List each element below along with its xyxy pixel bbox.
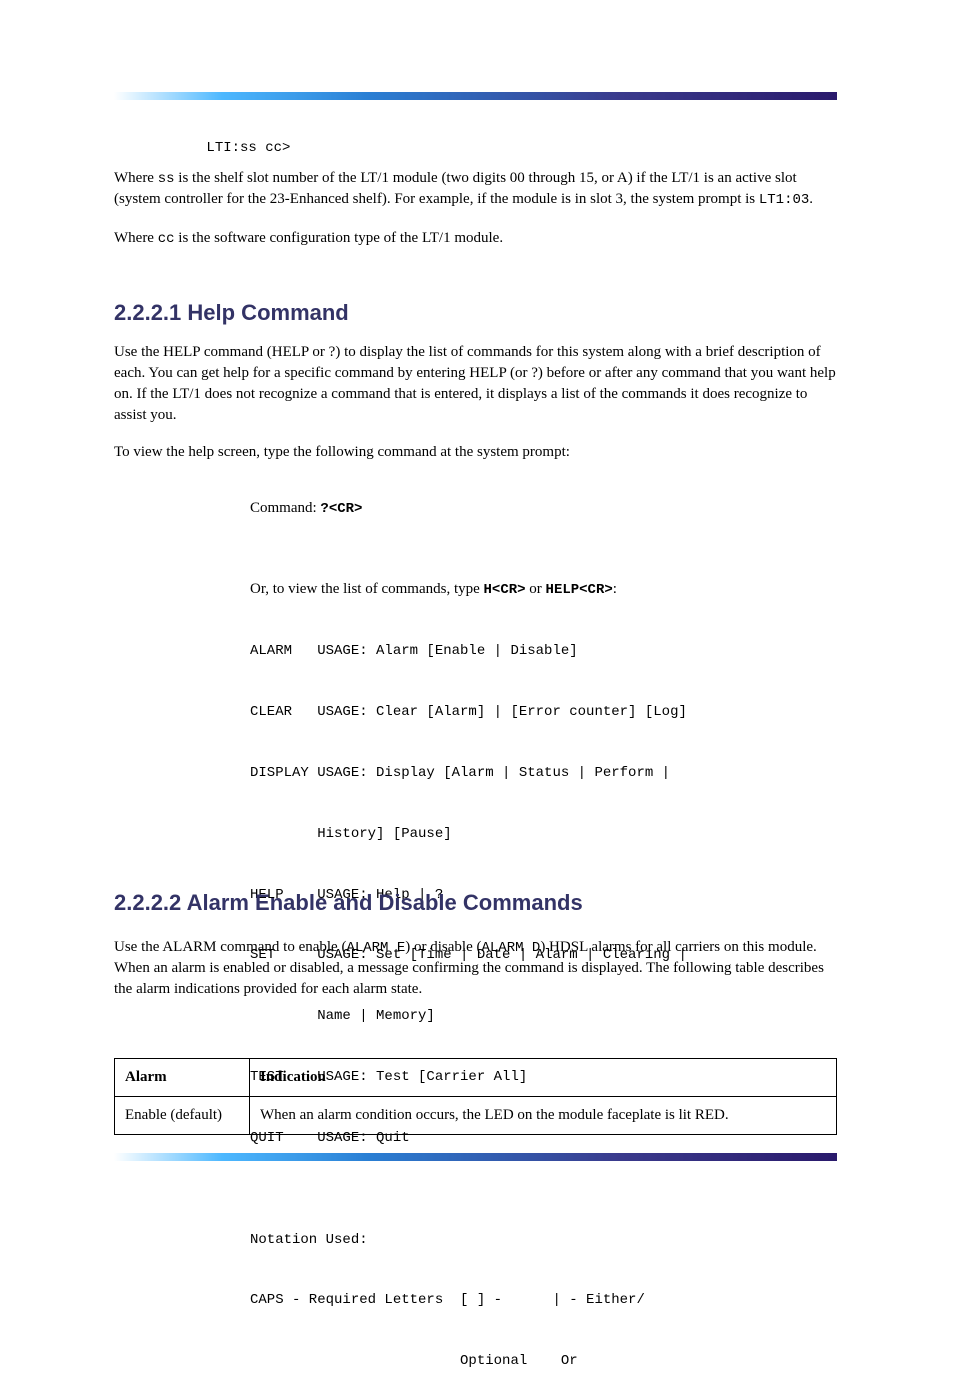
cmd-hcr: H<CR> (484, 582, 526, 598)
cell-alarm-0: Enable (default) (115, 1097, 250, 1135)
alarm-heading-num: 2.2.2.2 (114, 890, 187, 915)
help-paragraph-2: To view the help screen, type the follow… (114, 442, 837, 463)
alarm-cmd1: ALARM E (346, 940, 405, 956)
col-indication: Indication (260, 1069, 326, 1085)
cmd-suffix: : (613, 581, 617, 597)
ss-description: Where ss is the shelf slot number of the… (114, 168, 837, 211)
cmd-helpcr: HELP<CR> (546, 582, 613, 598)
alarm-cmd2: ALARM D (482, 940, 541, 956)
cmd-line-0: ALARM USAGE: Alarm [Enable | Disable] (250, 641, 687, 661)
cmd-line-6: Name | Memory] (250, 1006, 687, 1026)
help-cmd: ?<CR> (320, 501, 362, 517)
top-gradient-bar (114, 92, 837, 100)
cmd-line-1: CLEAR USAGE: Clear [Alarm] | [Error coun… (250, 702, 687, 722)
cmd-line-10: Notation Used: (250, 1230, 687, 1250)
ss-text2: . (809, 191, 813, 207)
alarm-section: 2.2.2.2 Alarm Enable and Disable Command… (114, 888, 837, 1000)
table-header-row: Alarm Indication (115, 1059, 837, 1097)
ss-code: LT1:03 (759, 192, 809, 208)
cmd-intro-line: Or, to view the list of commands, type H… (250, 579, 687, 601)
alarm-table: Alarm Indication Enable (default) When a… (114, 1058, 837, 1135)
alarm-heading: 2.2.2.2 Alarm Enable and Disable Command… (114, 888, 837, 919)
cmd-intro-prefix: Or, to view the list of commands, type (250, 581, 484, 597)
table-header-alarm: Alarm (115, 1059, 250, 1097)
cmd-line-11: CAPS - Required Letters [ ] - | - Either… (250, 1290, 687, 1310)
table-header-indication: Indication (250, 1059, 837, 1097)
help-heading-num: 2.2.2.1 (114, 300, 187, 325)
help-paragraph-1: Use the HELP command (HELP or ?) to disp… (114, 342, 837, 426)
help-heading-title: Help Command (187, 300, 348, 325)
alarm-heading-title: Alarm Enable and Disable Commands (187, 890, 583, 915)
help-command-line: Command: ?<CR> (114, 498, 837, 520)
system-prompt: LTI:ss cc> (114, 138, 290, 158)
help-heading: 2.2.2.1 Help Command (114, 298, 349, 329)
col-alarm: Alarm (125, 1069, 167, 1085)
ss-label: ss (158, 171, 175, 187)
alarm-paragraph: Use the ALARM command to enable (ALARM E… (114, 937, 837, 1000)
alarm-p1-a: Use the ALARM command to enable ( (114, 939, 346, 955)
cc-where: Where (114, 230, 158, 246)
alarm-p1-b: ) or disable ( (405, 939, 481, 955)
table-row: Enable (default) When an alarm condition… (115, 1097, 837, 1135)
cc-label: cc (158, 231, 175, 247)
prompt-text: LTI:ss cc> (206, 140, 290, 156)
cc-text1: is the software configuration type of th… (178, 230, 503, 246)
cell-indication-0: When an alarm condition occurs, the LED … (250, 1097, 837, 1135)
cmd-or: or (526, 581, 546, 597)
bottom-gradient-bar (114, 1153, 837, 1161)
cmd-line-2: DISPLAY USAGE: Display [Alarm | Status |… (250, 763, 687, 783)
ss-text1: is the shelf slot number of the LT/1 mod… (114, 170, 797, 207)
help-cmd-prefix: Command: (250, 500, 320, 516)
cc-description: Where cc is the software configuration t… (114, 228, 837, 249)
ss-where: Where (114, 170, 158, 186)
cmd-line-3: History] [Pause] (250, 824, 687, 844)
cmd-line-12: Optional Or (250, 1351, 687, 1371)
